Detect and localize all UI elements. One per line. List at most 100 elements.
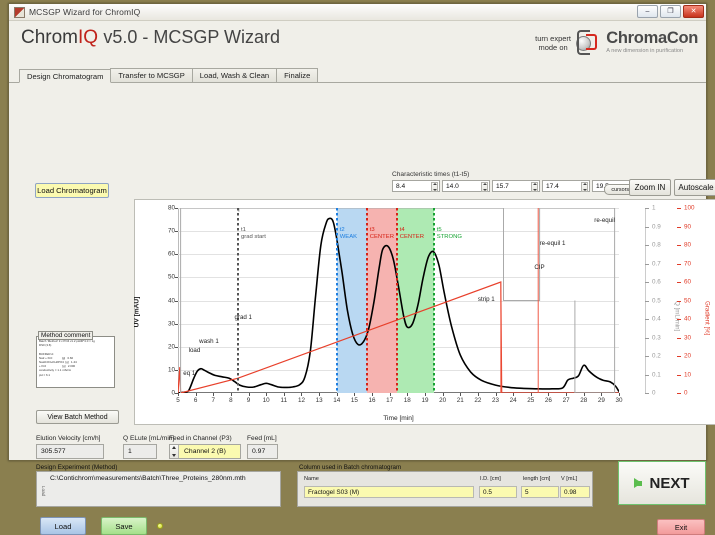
next-button[interactable]: NEXT (618, 461, 706, 505)
window-titlebar[interactable]: MCSGP Wizard for ChromIQ – ❐ ✕ (9, 4, 706, 21)
q-elute-label: Q ELute [mL/min] (123, 435, 174, 442)
chart-y-tick: 60 (168, 251, 175, 258)
cursor-label-line2: CENTER (400, 234, 424, 241)
chart-right-tickmark (677, 393, 681, 394)
chart-x-tick: 26 (545, 397, 552, 404)
chart-x-tickmark (196, 393, 197, 396)
chart-x-tickmark (548, 393, 549, 396)
chart-x-tickmark (337, 393, 338, 396)
close-button[interactable]: ✕ (683, 5, 704, 18)
cursor-label-line1: t1 (241, 227, 266, 234)
chart-cursor-t3[interactable] (366, 208, 368, 393)
feed-channel-stepper[interactable] (170, 445, 179, 458)
load-chromatogram-button[interactable]: Load Chromatogram (35, 183, 109, 198)
chart-right-tick: 0.1 (652, 371, 661, 378)
minimize-button[interactable]: – (637, 5, 658, 18)
table-cell-id[interactable]: 0.5 (479, 486, 517, 498)
chart-cursor-t1[interactable] (237, 208, 239, 393)
chart-phase-label: CIP (534, 264, 544, 271)
feed-channel-select[interactable]: Channel 2 (B) (169, 444, 241, 459)
column-header-name: Name (304, 476, 319, 482)
chart-x-tick: 17 (386, 397, 393, 404)
chart-right-tickmark (645, 393, 649, 394)
tab-design-chromatogram[interactable]: Design Chromatogram (19, 69, 111, 83)
chart-y-tick: 10 (168, 366, 175, 373)
design-experiment-path-field[interactable]: Load C:\Contichrom\measurements\Batch\Th… (36, 471, 281, 507)
chart-right-tick: 50 (684, 297, 691, 304)
cursor-label-line2: grad start (241, 234, 266, 241)
elution-velocity-label: Elution Velocity [cm/h] (36, 435, 101, 442)
main-panel: Load Chromatogram Characteristic times (… (9, 83, 706, 460)
zoom-in-button[interactable]: Zoom IN (629, 179, 671, 196)
brand-logo: ChromaCon A new dimension in purificatio… (577, 29, 698, 56)
chart-cursor-t2[interactable] (336, 208, 338, 393)
chart-x-axis-label: Time [min] (383, 415, 414, 422)
table-cell-volume[interactable]: 0.98 (560, 486, 590, 498)
load-button[interactable]: Load (40, 517, 86, 535)
app-header: ChromIQ v5.0 - MCSGP Wizard turn expert … (9, 21, 706, 68)
chart-x-tickmark (249, 393, 250, 396)
characteristic-time-input-t4[interactable]: 17.4 (542, 180, 590, 192)
feed-channel-value: Channel 2 (B) (179, 448, 226, 455)
chart-right-tick: 100 (684, 205, 695, 212)
page-title: ChromIQ v5.0 - MCSGP Wizard (21, 27, 280, 49)
chart-right-tick: 0.8 (652, 242, 661, 249)
exit-button[interactable]: Exit (657, 519, 705, 535)
chart-right-tick: 0 (684, 390, 688, 397)
chart-x-tick: 6 (194, 397, 198, 404)
chart-right-tickmark (677, 301, 681, 302)
chart-right-tickmark (645, 282, 649, 283)
autoscale-button[interactable]: Autoscale (674, 179, 715, 196)
chart-phase-label: wash 1 (199, 338, 219, 345)
chart-x-tickmark (266, 393, 267, 396)
q-elute-field[interactable]: 1 (123, 444, 157, 459)
save-button[interactable]: Save (101, 517, 147, 535)
chart-right-tickmark (645, 245, 649, 246)
spinner-arrows-icon[interactable] (531, 182, 538, 192)
characteristic-time-input-t2[interactable]: 14.0 (442, 180, 490, 192)
chart-cursor-t4[interactable] (396, 208, 398, 393)
method-comment-text: Batch 'Method' 3 x PO4 v1.2 pH30*4.0 = 1… (39, 339, 112, 377)
chart-right-tick: 60 (684, 279, 691, 286)
chart-phase-label: grad 1 (234, 314, 252, 321)
chart-right-axis-label: Gradient [%] (704, 301, 711, 335)
chart-x-tickmark (443, 393, 444, 396)
tab-finalize[interactable]: Finalize (276, 68, 318, 82)
cursor-label-line1: t5 (437, 227, 462, 234)
characteristic-time-input-t3[interactable]: 15.7 (492, 180, 540, 192)
characteristic-time-value-t4: 17.4 (543, 183, 559, 190)
characteristic-time-input-t1[interactable]: 8.4 (392, 180, 440, 192)
table-cell-length[interactable]: 5 (521, 486, 559, 498)
chart-right-tickmark (645, 301, 649, 302)
view-batch-method-button[interactable]: View Batch Method (36, 410, 119, 424)
chart-right-tick: 0.2 (652, 353, 661, 360)
status-led-icon (157, 523, 163, 529)
chart-x-tick: 9 (247, 397, 251, 404)
spinner-arrows-icon[interactable] (581, 182, 588, 192)
chart-right-tickmark (645, 264, 649, 265)
feed-ml-field[interactable]: 0.97 (247, 444, 278, 459)
chart-phase-label: strip 1 (478, 296, 495, 303)
chart-right-tickmark (645, 356, 649, 357)
chart-right-tickmark (677, 338, 681, 339)
chart-x-tickmark (478, 393, 479, 396)
spinner-arrows-icon[interactable] (481, 182, 488, 192)
tab-load-wash-clean[interactable]: Load, Wash & Clean (192, 68, 277, 82)
chart-x-tickmark (513, 393, 514, 396)
elution-velocity-field[interactable]: 305.577 (36, 444, 104, 459)
chart-cursor-t5[interactable] (433, 208, 435, 393)
chart-phase-label: re-equil 1 (540, 240, 566, 247)
maximize-button[interactable]: ❐ (660, 5, 681, 18)
chart-right-tickmark (677, 227, 681, 228)
table-row[interactable]: Fractogel S03 (M) (304, 486, 474, 498)
chart-right-tickmark (677, 282, 681, 283)
tab-transfer-to-mcsgp[interactable]: Transfer to MCSGP (110, 68, 192, 82)
chart-x-tickmark (213, 393, 214, 396)
spinner-arrows-icon[interactable] (431, 182, 438, 192)
chart-x-tick: 19 (421, 397, 428, 404)
